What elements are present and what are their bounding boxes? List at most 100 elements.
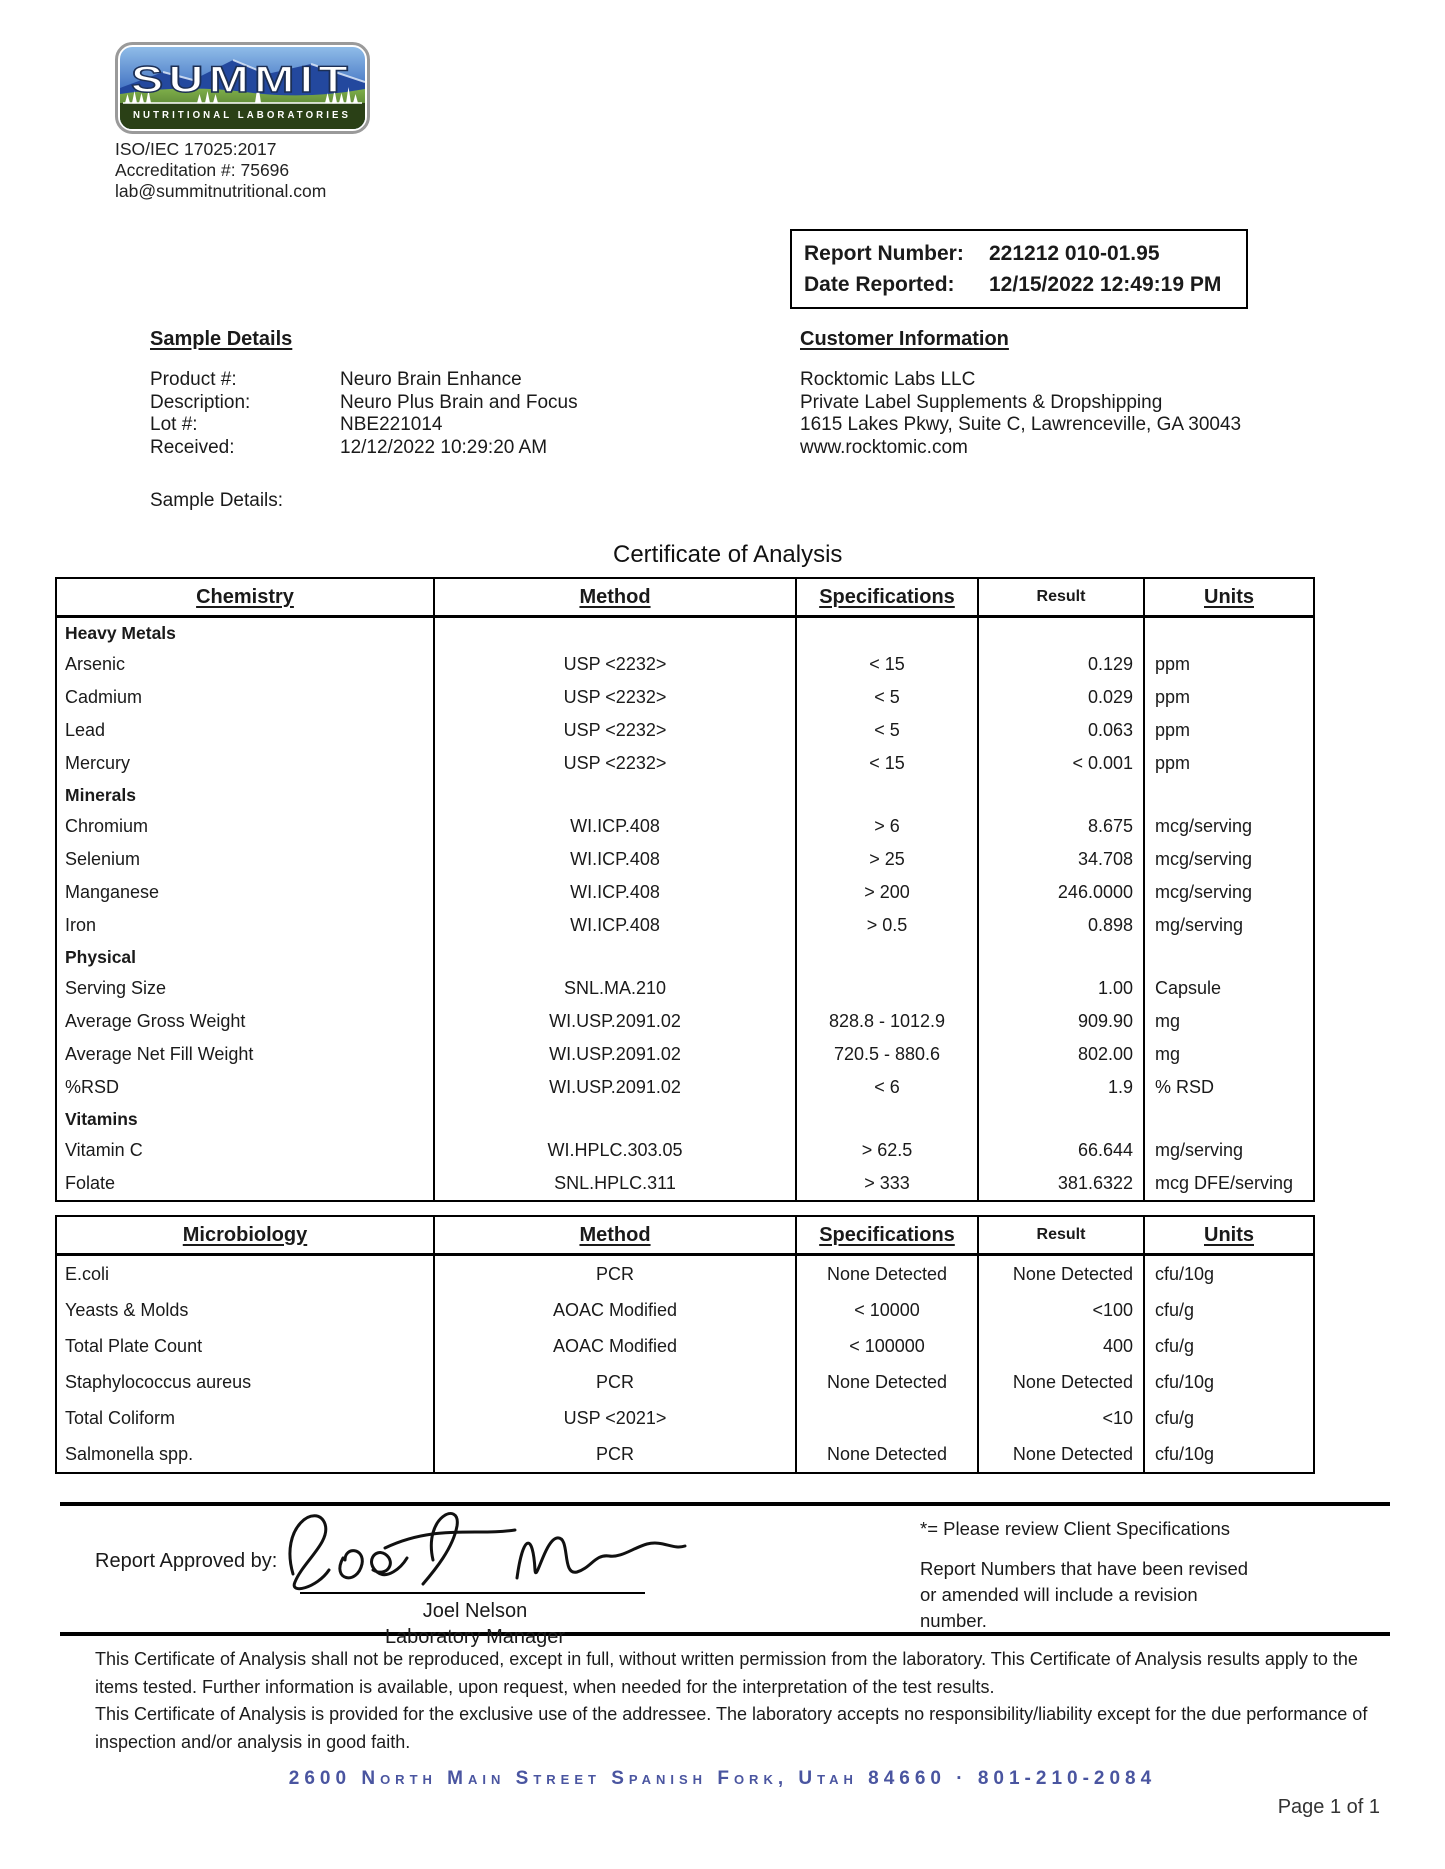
empty-cell [977, 942, 1143, 972]
table-row: Selenium WI.ICP.408 > 25 34.708 mcg/serving [57, 843, 1313, 876]
result-cell: <10 [977, 1400, 1143, 1436]
sample-details-extra-label: Sample Details: [150, 490, 284, 511]
chromatogram-peaks-icon [125, 83, 358, 103]
report-number-label: Report Number: [804, 242, 964, 265]
table-row: Folate SNL.HPLC.311 > 333 381.6322 mcg DFE/s… [57, 1167, 1313, 1200]
method-cell: USP <2021> [433, 1400, 795, 1436]
customer-address: 1615 Lakes Pkwy, Suite C, Lawrenceville,… [800, 414, 1242, 435]
table-row: Yeasts & Molds AOAC Modified < 10000 <100 cf… [57, 1292, 1313, 1328]
method-cell: SNL.HPLC.311 [433, 1167, 795, 1200]
revision-note: Report Numbers that have been revised or… [920, 1558, 1249, 1631]
microbiology-table-header: Microbiology Method Specifications Resul… [57, 1217, 1313, 1256]
empty-cell [1143, 1104, 1313, 1134]
iso-line: ISO/IEC 17025:2017 [115, 139, 277, 159]
method-cell: SNL.MA.210 [433, 972, 795, 1005]
method-cell: WI.HPLC.303.05 [433, 1134, 795, 1167]
page-title: Certificate of Analysis [613, 541, 843, 568]
customer-descriptor: Private Label Supplements & Dropshipping [800, 391, 1163, 413]
table-row: E.coli PCR None Detected None Detected cfu/1… [57, 1256, 1313, 1292]
method-cell: WI.ICP.408 [433, 876, 795, 909]
result-cell: 0.063 [977, 714, 1143, 747]
analyte-cell: Manganese [65, 882, 160, 902]
logo-tagline: NUTRITIONAL LABORATORIES [133, 110, 351, 121]
specification-cell: > 62.5 [795, 1134, 977, 1167]
table-row: Mercury USP <2232> < 15 < 0.001 ppm [57, 747, 1313, 780]
table-row: Total Coliform USP <2021> <10 cfu/g [57, 1400, 1313, 1436]
column-header: Microbiology [182, 1223, 308, 1246]
method-cell: WI.USP.2091.02 [433, 1038, 795, 1071]
signer-title: Laboratory Manager [384, 1626, 566, 1648]
method-cell: WI.ICP.408 [433, 843, 795, 876]
analyte-cell: %RSD [65, 1077, 120, 1097]
signature [265, 1496, 695, 1603]
units-cell: ppm [1143, 681, 1313, 714]
chemistry-table-header: Chemistry Method Specifications Result U… [57, 579, 1313, 618]
specification-cell: None Detected [795, 1436, 977, 1472]
signer-name: Joel Nelson [422, 1600, 528, 1622]
column-header: Units [1143, 579, 1313, 615]
result-cell: 66.644 [977, 1134, 1143, 1167]
disclaimer-paragraph: This Certificate of Analysis shall not b… [95, 1649, 1358, 1697]
sample-details-block: Sample Details Product #: Neuro Brain En… [150, 328, 578, 459]
section-label: Physical [65, 946, 137, 967]
specification-cell [795, 972, 977, 1005]
customer-info-block: Customer Information Rocktomic Labs LLC … [800, 328, 1241, 459]
table-row: Arsenic USP <2232> < 15 0.129 ppm [57, 648, 1313, 681]
logo-brand-text: SUMMIT [131, 59, 353, 100]
result-cell: 8.675 [977, 810, 1143, 843]
field-label: Received: [150, 436, 235, 458]
units-cell: mg/serving [1143, 1134, 1313, 1167]
specification-cell: > 333 [795, 1167, 977, 1200]
result-cell: 381.6322 [977, 1167, 1143, 1200]
client-spec-note: *= Please review Client Specifications [920, 1518, 1231, 1539]
units-cell: mcg/serving [1143, 810, 1313, 843]
chemistry-table-body: Heavy Metals Arsenic USP <2232> < 15 0.129 pp… [57, 618, 1313, 1200]
section-label: Vitamins [65, 1108, 138, 1129]
table-row: %RSD WI.USP.2091.02 < 6 1.9% RSD [57, 1071, 1313, 1104]
result-cell: 0.029 [977, 681, 1143, 714]
analyte-cell: Iron [65, 915, 97, 935]
units-cell: mg/serving [1143, 909, 1313, 942]
method-cell: WI.ICP.408 [433, 909, 795, 942]
field-label: Product #: [150, 369, 237, 390]
empty-cell [1143, 942, 1313, 972]
table-row: Lead USP <2232> < 5 0.063 ppm [57, 714, 1313, 747]
method-cell: AOAC Modified [433, 1328, 795, 1364]
signature-line [300, 1592, 645, 1594]
method-cell: USP <2232> [433, 747, 795, 780]
units-cell: Capsule [1143, 972, 1313, 1005]
table-row: Salmonella spp. PCR None Detected None Dete… [57, 1436, 1313, 1472]
specification-cell: < 15 [795, 648, 977, 681]
specification-cell: 720.5 - 880.6 [795, 1038, 977, 1071]
analyte-cell: Arsenic [65, 654, 126, 674]
empty-cell [433, 942, 795, 972]
result-cell: 1.00 [977, 972, 1143, 1005]
result-cell: 400 [977, 1328, 1143, 1364]
field-value: 12/12/2022 10:29:20 AM [340, 436, 548, 458]
empty-cell [795, 942, 977, 972]
report-info-box: Report Number: 221212 010-01.95 Date Rep… [790, 229, 1248, 309]
table-section-row: Heavy Metals [57, 618, 1313, 648]
sample-details-heading: Sample Details [150, 328, 293, 350]
empty-cell [977, 618, 1143, 648]
result-cell: 909.90 [977, 1005, 1143, 1038]
column-header: Result [977, 579, 1143, 615]
analyte-cell: Yeasts & Molds [65, 1299, 189, 1320]
empty-cell [433, 780, 795, 810]
summit-logo-graphic: SUMMIT NUTRITIONAL LABORATORIES [115, 42, 370, 134]
method-cell: USP <2232> [433, 648, 795, 681]
column-header: Result [977, 1217, 1143, 1253]
units-cell: cfu/g [1143, 1400, 1313, 1436]
specification-cell: > 25 [795, 843, 977, 876]
empty-cell [1143, 780, 1313, 810]
column-header: Specifications [795, 1217, 977, 1253]
method-cell: USP <2232> [433, 681, 795, 714]
report-approved-by-label: Report Approved by: [95, 1550, 278, 1572]
units-cell: cfu/g [1143, 1328, 1313, 1364]
specification-cell: None Detected [795, 1256, 977, 1292]
table-row: Serving Size SNL.MA.210 1.00 Capsule [57, 972, 1313, 1005]
method-cell: WI.USP.2091.02 [433, 1005, 795, 1038]
table-section-row: Vitamins [57, 1104, 1313, 1134]
chemistry-table: Chemistry Method Specifications Result U… [55, 577, 1315, 1202]
